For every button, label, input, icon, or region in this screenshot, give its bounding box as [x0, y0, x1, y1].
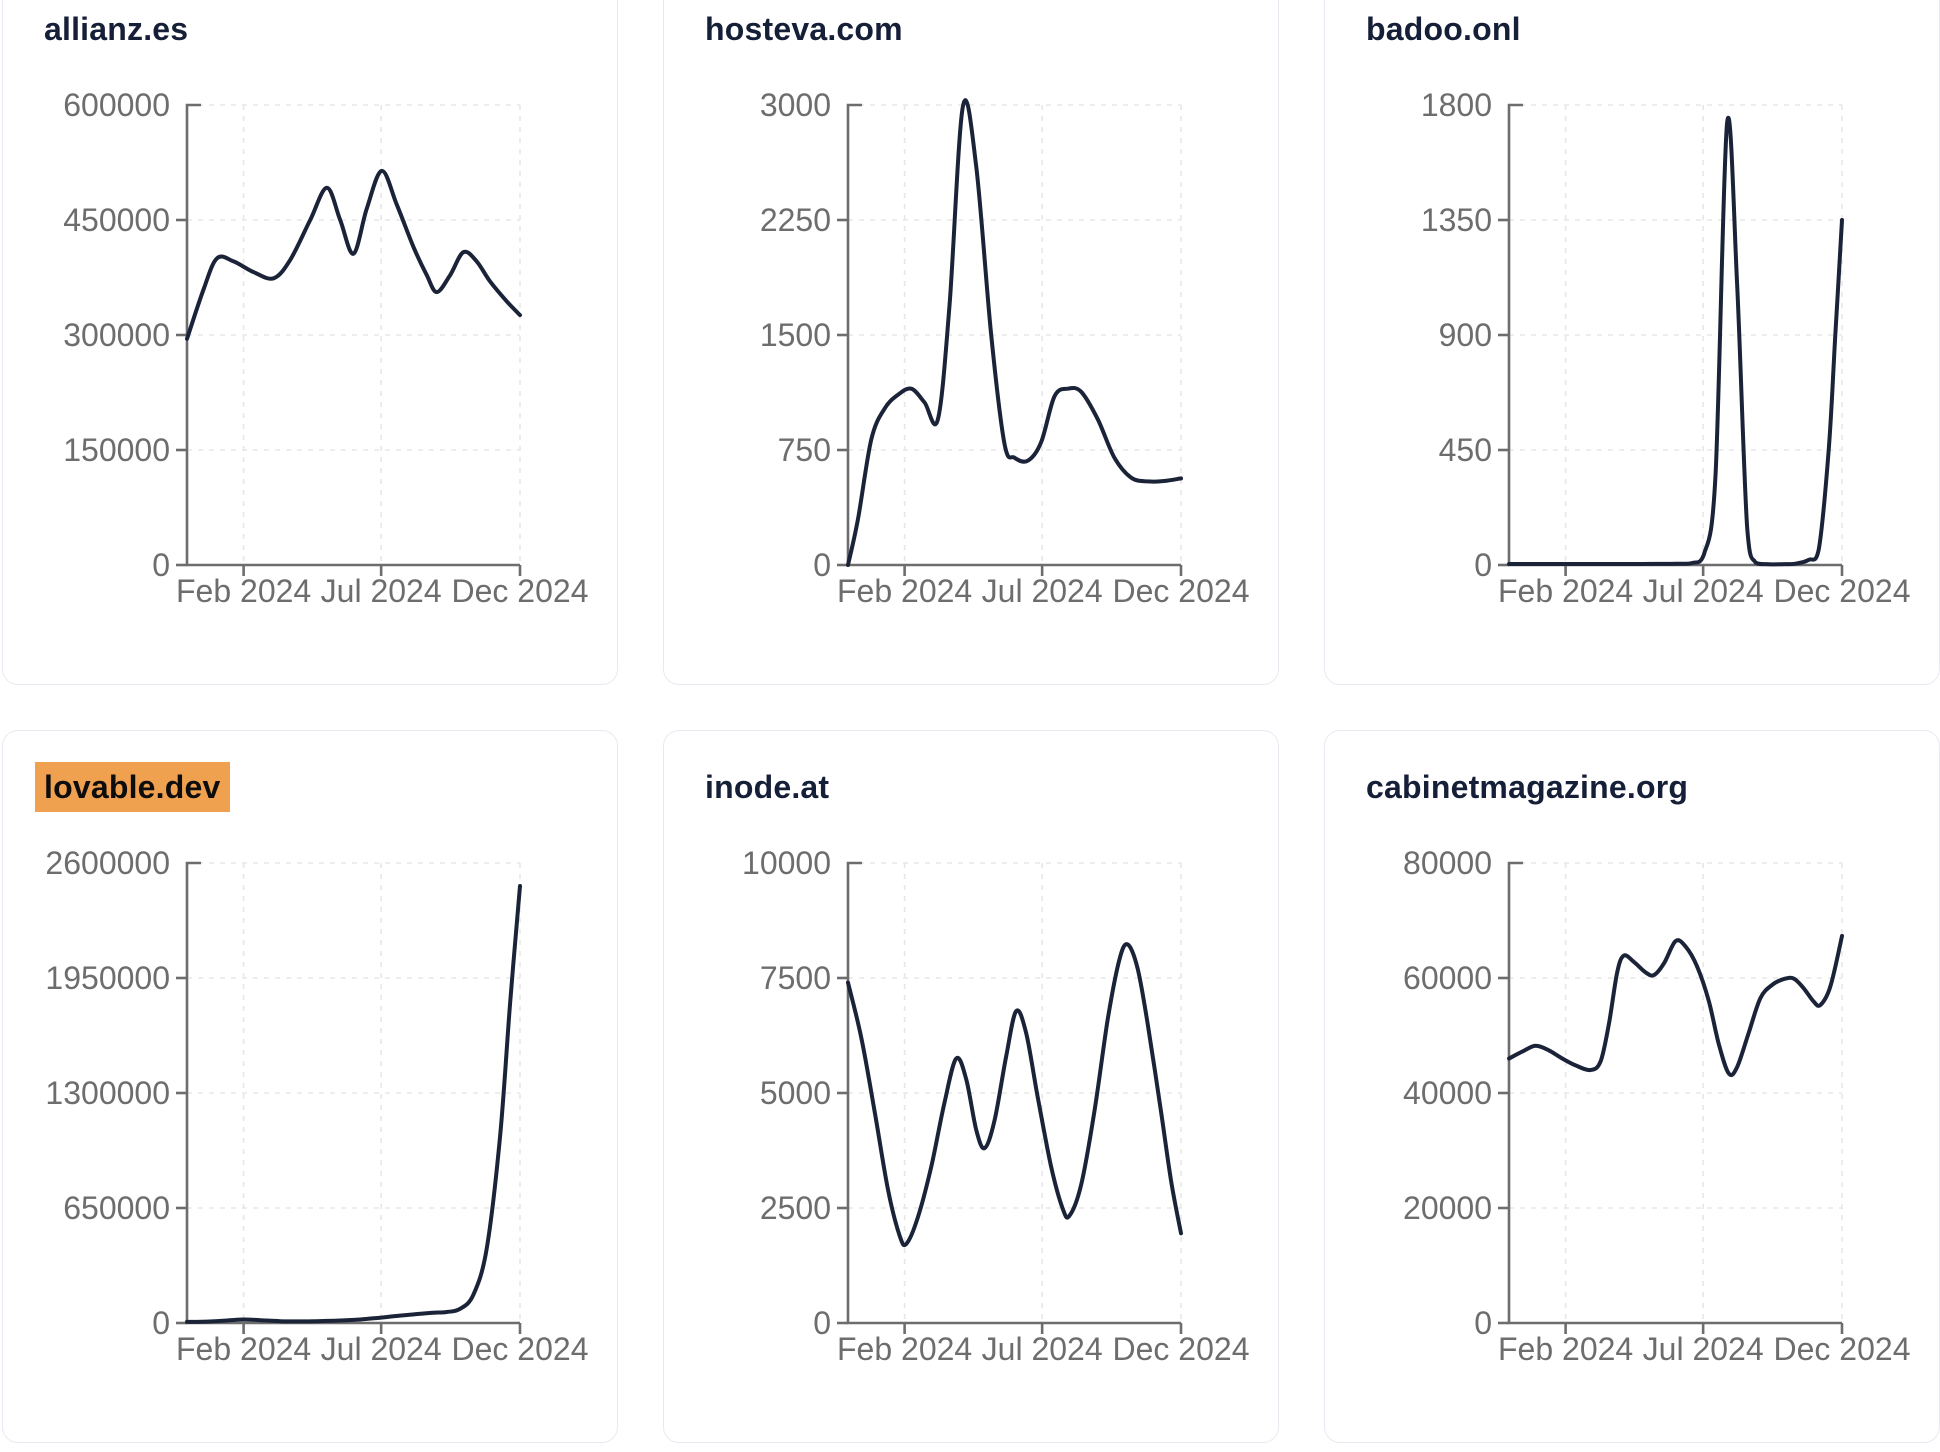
- svg-text:Jul 2024: Jul 2024: [982, 573, 1103, 609]
- svg-text:Feb 2024: Feb 2024: [1498, 573, 1633, 609]
- svg-text:Feb 2024: Feb 2024: [837, 573, 972, 609]
- line-chart: 0 750 1500 2250 3000 Feb 2024 Jul 2024 Dec 2024: [760, 87, 1250, 609]
- svg-text:80000: 80000: [1403, 845, 1492, 881]
- svg-text:0: 0: [152, 1305, 170, 1341]
- chart-title: hosteva.com: [705, 9, 903, 49]
- chart-title: inode.at: [705, 767, 829, 807]
- line-chart: 0 20000 40000 60000 80000 Feb 2024 Jul 2024 Dec…: [1403, 845, 1911, 1367]
- svg-text:7500: 7500: [760, 960, 831, 996]
- chart-card-badoo-onl: badoo.onl 0 450 900 1350 1800 Feb 2024 Jul 202…: [1324, 0, 1940, 685]
- svg-text:10000: 10000: [742, 845, 831, 881]
- chart-card-cabinetmagazine-org: cabinetmagazine.org 0 20000 40000 60000 8000…: [1324, 730, 1940, 1443]
- svg-text:2500: 2500: [760, 1190, 831, 1226]
- svg-text:0: 0: [813, 547, 831, 583]
- svg-text:750: 750: [778, 432, 831, 468]
- svg-text:0: 0: [152, 547, 170, 583]
- chart-card-hosteva-com: hosteva.com 0 750 1500 2250 3000 Feb 2024 Jul …: [663, 0, 1279, 685]
- line-chart: 0 150000 300000 450000 600000 Feb 2024 Jul 202…: [63, 87, 589, 609]
- domain-name: inode.at: [705, 769, 830, 805]
- line-chart: 0 450 900 1350 1800 Feb 2024 Jul 2024 Dec 2024: [1421, 87, 1911, 609]
- chart-card-inode-at: inode.at 0 2500 5000 7500 10000 Feb 2024 Jul 2…: [663, 730, 1279, 1443]
- svg-text:1350: 1350: [1421, 202, 1492, 238]
- svg-text:Dec 2024: Dec 2024: [1774, 573, 1911, 609]
- chart-title: cabinetmagazine.org: [1366, 767, 1688, 807]
- svg-text:Jul 2024: Jul 2024: [982, 1331, 1103, 1367]
- svg-text:Dec 2024: Dec 2024: [1113, 573, 1250, 609]
- chart-card-lovable-dev: lovable.dev 0 650000 1300000 1950000 2600000…: [2, 730, 618, 1443]
- svg-text:1300000: 1300000: [45, 1075, 170, 1111]
- svg-text:5000: 5000: [760, 1075, 831, 1111]
- svg-text:Jul 2024: Jul 2024: [1643, 573, 1764, 609]
- svg-text:300000: 300000: [63, 317, 170, 353]
- svg-text:0: 0: [813, 1305, 831, 1341]
- svg-text:Feb 2024: Feb 2024: [1498, 1331, 1633, 1367]
- line-chart: 0 650000 1300000 1950000 2600000 Feb 2024 Jul …: [45, 845, 589, 1367]
- svg-text:Jul 2024: Jul 2024: [321, 1331, 442, 1367]
- line-chart: 0 2500 5000 7500 10000 Feb 2024 Jul 2024 Dec 20…: [742, 845, 1250, 1367]
- chart-title: allianz.es: [44, 9, 188, 49]
- svg-text:0: 0: [1474, 1305, 1492, 1341]
- svg-text:Jul 2024: Jul 2024: [1643, 1331, 1764, 1367]
- svg-text:40000: 40000: [1403, 1075, 1492, 1111]
- svg-text:Feb 2024: Feb 2024: [176, 1331, 311, 1367]
- svg-text:900: 900: [1439, 317, 1492, 353]
- svg-text:3000: 3000: [760, 87, 831, 123]
- svg-text:1950000: 1950000: [45, 960, 170, 996]
- svg-text:Dec 2024: Dec 2024: [452, 1331, 589, 1367]
- svg-text:Feb 2024: Feb 2024: [837, 1331, 972, 1367]
- svg-text:Dec 2024: Dec 2024: [452, 573, 589, 609]
- svg-text:60000: 60000: [1403, 960, 1492, 996]
- chart-title: lovable.dev: [35, 762, 230, 812]
- domain-name: hosteva.com: [705, 11, 903, 47]
- svg-text:450000: 450000: [63, 202, 170, 238]
- svg-text:Dec 2024: Dec 2024: [1113, 1331, 1250, 1367]
- svg-text:1800: 1800: [1421, 87, 1492, 123]
- svg-text:650000: 650000: [63, 1190, 170, 1226]
- chart-title: badoo.onl: [1366, 9, 1521, 49]
- svg-text:20000: 20000: [1403, 1190, 1492, 1226]
- domain-name: allianz.es: [44, 11, 189, 47]
- svg-text:1500: 1500: [760, 317, 831, 353]
- svg-text:150000: 150000: [63, 432, 170, 468]
- svg-text:450: 450: [1439, 432, 1492, 468]
- domain-name: lovable.dev: [35, 762, 230, 812]
- domain-name: badoo.onl: [1366, 11, 1521, 47]
- svg-text:Feb 2024: Feb 2024: [176, 573, 311, 609]
- svg-text:0: 0: [1474, 547, 1492, 583]
- svg-text:600000: 600000: [63, 87, 170, 123]
- domain-name: cabinetmagazine.org: [1366, 769, 1689, 805]
- svg-text:Jul 2024: Jul 2024: [321, 573, 442, 609]
- svg-text:2600000: 2600000: [45, 845, 170, 881]
- svg-text:Dec 2024: Dec 2024: [1774, 1331, 1911, 1367]
- chart-card-allianz-es: allianz.es 0 150000 300000 450000 600000 Feb …: [2, 0, 618, 685]
- svg-text:2250: 2250: [760, 202, 831, 238]
